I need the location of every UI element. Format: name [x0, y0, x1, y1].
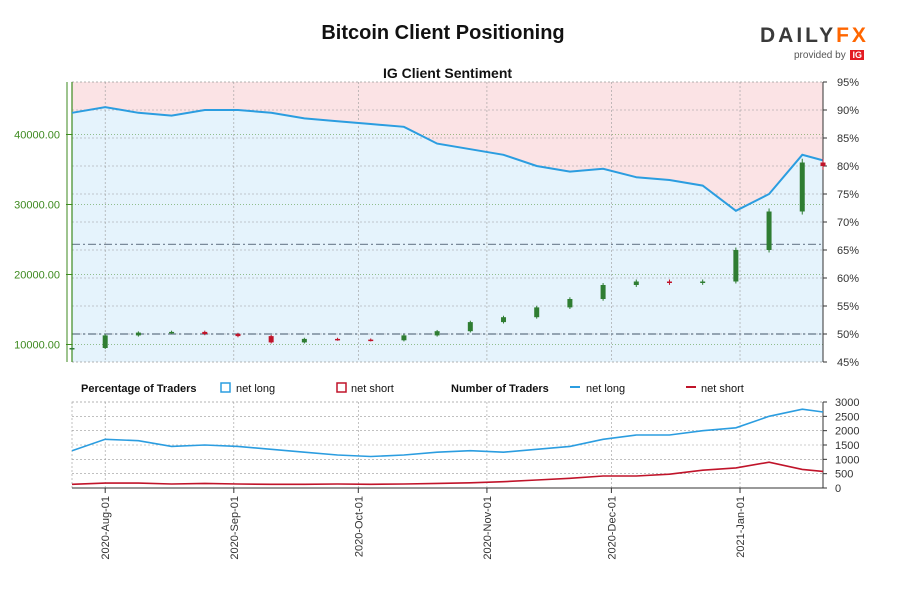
legend-pct-short-label: net short	[351, 383, 394, 395]
left-axis-label: 10000.00	[14, 340, 60, 352]
right-axis-label: 45%	[837, 357, 859, 369]
lower-axis-label: 2000	[835, 426, 859, 438]
candle-body	[567, 299, 573, 308]
candle-body	[169, 331, 175, 334]
lower-axis-label: 0	[835, 483, 841, 495]
candle-body	[633, 281, 639, 285]
candle-body	[434, 331, 440, 336]
candle-body	[467, 322, 473, 332]
legend-pct-long-swatch	[220, 382, 231, 393]
candle-body	[368, 339, 374, 342]
candle-body	[301, 338, 307, 343]
legend-pct-short-swatch	[336, 382, 347, 393]
net-long-area	[72, 107, 823, 362]
x-axis-label: 2021-Jan-01	[735, 496, 747, 558]
chart-subtitle: IG Client Sentiment	[383, 65, 512, 81]
candle-body	[820, 162, 826, 166]
lower-axis-label: 500	[835, 469, 853, 481]
lower-axis-label: 1000	[835, 454, 859, 466]
right-axis-label: 60%	[837, 273, 859, 285]
legend-num-heading: Number of Traders	[451, 383, 549, 395]
candle-body	[135, 332, 141, 336]
num-net-long-line	[71, 408, 824, 458]
candle-body	[799, 162, 805, 212]
logo-sub-text: provided by	[794, 50, 846, 61]
dailyfx-logo: DAILYFX provided by IG	[760, 24, 870, 61]
right-axis-label: 95%	[837, 77, 859, 89]
right-axis-label: 65%	[837, 245, 859, 257]
lower-axis-label: 3000	[835, 397, 859, 409]
candle-body	[700, 281, 706, 283]
x-axis-label: 2020-Aug-01	[100, 496, 112, 560]
left-axis-label: 20000.00	[14, 270, 60, 282]
candle-body	[235, 334, 241, 337]
candle-body	[335, 338, 341, 341]
x-axis-label: 2020-Nov-01	[482, 496, 494, 560]
right-axis-label: 85%	[837, 133, 859, 145]
candle-body	[268, 336, 274, 343]
x-axis-label: 2020-Dec-01	[606, 496, 618, 560]
candle-body	[534, 307, 540, 318]
legend-pct-heading: Percentage of Traders	[81, 383, 197, 395]
lower-axis-label: 1500	[835, 440, 859, 452]
pct-net-long-line	[71, 106, 824, 212]
candle-body	[401, 335, 407, 341]
left-axis-label: 30000.00	[14, 200, 60, 212]
x-axis-label: 2020-Oct-01	[353, 496, 365, 557]
right-axis-label: 90%	[837, 105, 859, 117]
candle-body	[69, 348, 75, 350]
lower-axis-label: 2500	[835, 411, 859, 423]
logo-provided-by: provided by IG	[760, 50, 870, 61]
right-axis-label: 80%	[837, 161, 859, 173]
ig-logo-badge: IG	[850, 50, 864, 60]
candle-body	[501, 317, 507, 323]
right-axis-label: 75%	[837, 189, 859, 201]
candle-body	[102, 335, 108, 348]
candle-body	[733, 250, 739, 282]
legend-num-long-label: net long	[586, 383, 625, 395]
candle-body	[766, 211, 772, 250]
left-axis-label: 40000.00	[14, 130, 60, 142]
right-axis-label: 50%	[837, 329, 859, 341]
page-title: Bitcoin Client Positioning	[321, 22, 565, 44]
legend-num-short-label: net short	[701, 383, 744, 395]
num-net-short-line	[71, 461, 824, 486]
candle-body	[202, 331, 208, 334]
right-axis-label: 55%	[837, 301, 859, 313]
logo-wordmark: DAILYFX	[760, 24, 869, 47]
candle-body	[666, 281, 672, 283]
x-axis-label: 2020-Sep-01	[229, 496, 241, 560]
candle-body	[600, 285, 606, 299]
right-axis-label: 70%	[837, 217, 859, 229]
net-short-area	[72, 82, 823, 211]
legend-pct-long-label: net long	[236, 383, 275, 395]
